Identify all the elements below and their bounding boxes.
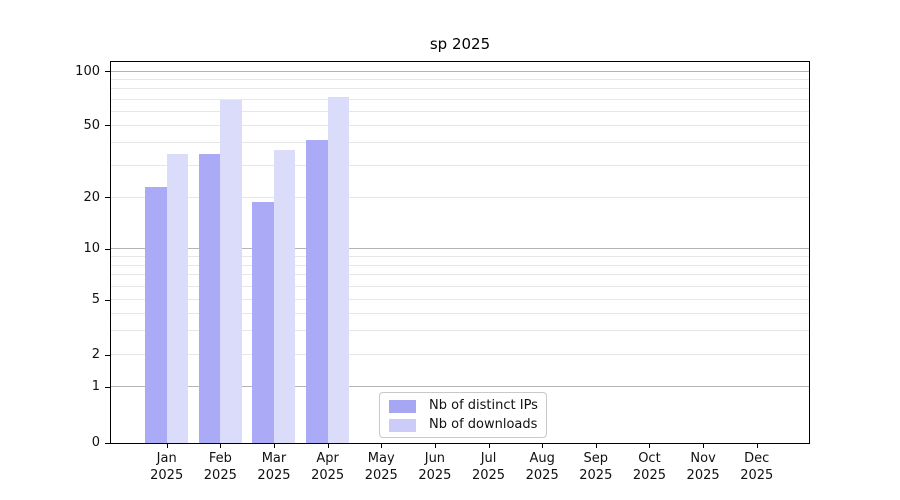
x-tick-month: May	[367, 451, 395, 466]
x-tick-label-jul: Jul 2025	[457, 451, 521, 484]
y-tick-label-5: 5	[91, 292, 100, 308]
x-tick-jul	[488, 444, 490, 448]
gridline-minor-20	[111, 196, 809, 198]
y-tick-5	[105, 299, 110, 301]
y-tick-label-0: 0	[91, 435, 100, 450]
gridline-major-1	[111, 386, 809, 388]
x-tick-label-sep: Sep 2025	[564, 451, 628, 484]
x-tick-label-apr: Apr 2025	[296, 451, 360, 484]
x-tick-label-may: May 2025	[349, 451, 413, 484]
x-tick-month: Jun	[424, 451, 446, 466]
y-tick-0	[105, 442, 110, 444]
x-tick-year: 2025	[579, 467, 613, 483]
x-tick-dec	[756, 444, 758, 448]
legend-swatch-2	[389, 419, 416, 432]
gridline-minor-4	[111, 312, 809, 314]
bar-feb-nb-of-downloads	[220, 99, 242, 443]
x-tick-oct	[649, 444, 651, 448]
gridline-minor-70	[111, 98, 809, 100]
x-tick-jan	[166, 444, 168, 448]
y-tick-label-50: 50	[83, 117, 100, 133]
y-tick-50	[105, 125, 110, 127]
x-tick-month: Aug	[529, 451, 555, 466]
x-tick-year: 2025	[257, 467, 291, 483]
x-tick-year: 2025	[686, 467, 720, 483]
bar-jan-nb-of-downloads	[166, 153, 189, 443]
x-tick-mar	[273, 444, 275, 448]
y-tick-10	[105, 248, 110, 250]
x-tick-year: 2025	[203, 467, 237, 483]
gridline-minor-40	[111, 142, 809, 144]
x-tick-nov	[703, 444, 705, 448]
x-tick-month: Feb	[208, 451, 232, 466]
x-tick-year: 2025	[364, 467, 398, 483]
x-tick-sep	[595, 444, 597, 448]
x-tick-label-aug: Aug 2025	[510, 451, 574, 484]
gridline-minor-5	[111, 299, 809, 301]
x-tick-month: Oct	[638, 451, 661, 466]
gridline-minor-9	[111, 255, 809, 257]
gridline-major-10	[111, 248, 809, 250]
x-tick-jun	[434, 444, 436, 448]
x-tick-month: Mar	[261, 451, 287, 466]
bar-feb-nb-of-distinct-ips	[198, 153, 221, 443]
y-tick-100	[105, 71, 110, 73]
x-tick-feb	[220, 444, 222, 448]
gridline-minor-90	[111, 78, 809, 80]
bar-jan-nb-of-distinct-ips	[145, 186, 167, 443]
x-tick-label-feb: Feb 2025	[188, 451, 252, 484]
gridline-minor-30	[111, 165, 809, 166]
legend-swatch-1	[389, 400, 416, 413]
x-tick-year: 2025	[150, 467, 184, 483]
x-tick-month: Jul	[480, 451, 497, 466]
x-tick-aug	[542, 444, 544, 448]
bar-mar-nb-of-downloads	[273, 149, 296, 443]
gridline-minor-80	[111, 88, 809, 90]
x-tick-month: Sep	[583, 451, 609, 466]
bar-mar-nb-of-distinct-ips	[252, 201, 274, 443]
gridline-major-100	[111, 70, 809, 72]
x-tick-year: 2025	[311, 467, 345, 483]
gridline-minor-7	[111, 274, 809, 276]
legend: Nb of distinct IPs Nb of downloads	[379, 392, 547, 438]
gridline-minor-8	[111, 264, 809, 266]
x-tick-label-dec: Dec 2025	[725, 451, 789, 484]
plot-area	[110, 61, 810, 444]
x-tick-label-nov: Nov 2025	[671, 451, 735, 484]
y-tick-label-100: 100	[75, 63, 100, 79]
x-tick-year: 2025	[418, 467, 452, 483]
gridline-minor-6	[111, 285, 809, 287]
x-tick-month: Dec	[744, 451, 770, 466]
y-tick-label-1: 1	[91, 379, 100, 395]
x-tick-month: Apr	[316, 451, 339, 466]
x-tick-year: 2025	[525, 467, 559, 483]
x-tick-year: 2025	[471, 467, 506, 483]
x-tick-label-jun: Jun 2025	[403, 451, 467, 484]
x-tick-label-jan: Jan 2025	[135, 451, 199, 484]
bar-apr-nb-of-downloads	[327, 97, 350, 443]
gridline-minor-50	[111, 124, 809, 126]
x-tick-month: Nov	[690, 451, 716, 466]
chart-title: sp 2025	[429, 35, 491, 53]
x-tick-label-mar: Mar 2025	[242, 451, 306, 484]
x-tick-apr	[327, 444, 329, 448]
legend-label-1: Nb of distinct IPs	[429, 398, 538, 413]
x-tick-label-oct: Oct 2025	[617, 451, 681, 484]
y-tick-1	[105, 386, 110, 388]
x-tick-may	[381, 444, 383, 448]
y-tick-label-2: 2	[91, 347, 100, 363]
x-tick-year: 2025	[740, 467, 774, 483]
y-tick-label-10: 10	[83, 241, 100, 257]
gridline-minor-2	[111, 354, 809, 356]
x-tick-year: 2025	[632, 467, 666, 483]
y-tick-2	[105, 354, 110, 356]
bar-apr-nb-of-distinct-ips	[306, 139, 328, 443]
x-tick-month: Jan	[156, 451, 177, 466]
y-tick-label-20: 20	[83, 189, 100, 205]
gridline-minor-3	[111, 329, 809, 331]
y-tick-20	[105, 197, 110, 199]
legend-label-2: Nb of downloads	[429, 417, 538, 432]
gridline-minor-60	[111, 110, 809, 112]
